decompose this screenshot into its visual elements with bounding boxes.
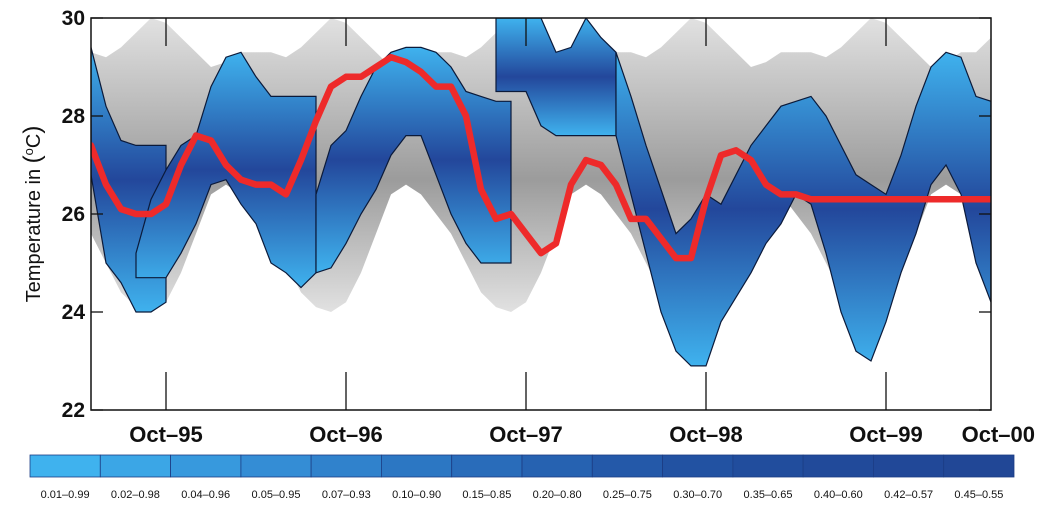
legend-label: 0.20–0.80 <box>533 489 582 501</box>
legend-swatch <box>662 454 734 478</box>
legend-label: 0.02–0.98 <box>111 489 160 501</box>
legend-label: 0.05–0.95 <box>252 489 301 501</box>
legend-label: 0.07–0.93 <box>322 489 371 501</box>
legend-swatch <box>380 454 453 478</box>
legend-label: 0.35–0.65 <box>744 489 793 501</box>
legend-swatch <box>521 454 593 478</box>
legend-label: 0.40–0.60 <box>814 489 863 501</box>
legend-label: 0.04–0.96 <box>181 489 230 501</box>
y-tick-label: 24 <box>62 301 86 324</box>
legend-label: 0.15–0.85 <box>462 489 511 501</box>
x-tick-label: Oct–95 <box>129 422 202 447</box>
legend-swatch <box>170 454 242 478</box>
legend-swatch <box>240 454 312 478</box>
legend-label: 0.10–0.90 <box>392 489 441 501</box>
legend-label: 0.45–0.55 <box>954 489 1003 501</box>
legend-swatch <box>29 454 101 478</box>
y-tick-label: 28 <box>62 105 86 128</box>
y-tick-label: 30 <box>62 7 85 30</box>
axes: 22 24 26 28 30 Oct–95 Oct–96 Oct–97 Oct–98 Oct–99… <box>62 7 1035 447</box>
x-tick-label: Oct–00 <box>962 422 1035 447</box>
x-tick-label: Oct–98 <box>669 422 742 447</box>
x-tick-label: Oct–96 <box>309 422 382 447</box>
legend-swatch <box>451 454 523 478</box>
legend-label: 0.42–0.57 <box>884 489 933 501</box>
legend-swatch <box>943 454 1015 478</box>
legend-label: 0.25–0.75 <box>603 489 652 501</box>
legend: 0.01–0.99 0.02–0.98 0.04–0.96 0.05–0.95 0.07… <box>29 454 1015 501</box>
legend-swatch <box>310 454 382 478</box>
x-tick-label: Oct–99 <box>849 422 922 447</box>
legend-swatch <box>99 454 172 478</box>
y-axis-label: Temperature in (oC) <box>19 126 46 303</box>
x-tick-label: Oct–97 <box>489 422 562 447</box>
legend-label: 0.01–0.99 <box>41 489 90 501</box>
y-tick-label: 26 <box>62 203 85 226</box>
legend-swatch <box>802 454 874 478</box>
legend-swatch <box>873 454 945 478</box>
y-tick-label: 22 <box>62 399 85 422</box>
plot-area <box>91 18 991 367</box>
legend-swatch <box>591 454 663 478</box>
legend-swatch <box>732 454 804 478</box>
legend-label: 0.30–0.70 <box>673 489 722 501</box>
